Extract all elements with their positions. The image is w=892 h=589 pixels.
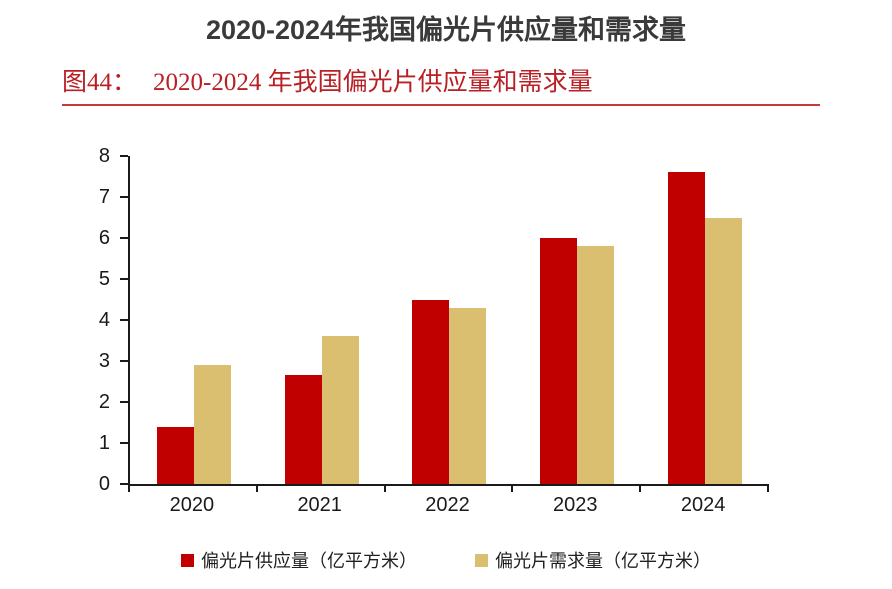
- figure-caption-label: 图44：: [62, 69, 138, 96]
- legend-swatch-supply: [181, 553, 194, 567]
- y-tick-mark-4: [120, 319, 128, 321]
- y-tick-mark-6: [120, 237, 128, 239]
- bar-supply-2024: [668, 172, 706, 484]
- bar-supply-2023: [540, 238, 578, 484]
- category-group-2023: [513, 156, 641, 484]
- x-axis-labels: 2020 2021 2022 2023 2024: [128, 494, 767, 517]
- y-tick-mark-2: [120, 401, 128, 403]
- bar-demand-2021: [321, 336, 359, 484]
- bar-demand-2022: [449, 307, 487, 484]
- y-tick-label-4: 4: [98, 309, 110, 331]
- legend-label-demand: 偏光片需求量（亿平方米）: [495, 551, 711, 571]
- y-tick-mark-3: [120, 360, 128, 362]
- x-tick-mark-5: [767, 486, 769, 492]
- bar-demand-2020: [193, 365, 231, 484]
- x-tick-mark-0: [128, 486, 130, 492]
- bar-supply-2020: [156, 426, 194, 484]
- y-tick-label-1: 1: [98, 432, 110, 454]
- x-axis-label-2020: 2020: [169, 494, 215, 516]
- chart-legend: 偏光片供应量（亿平方米） 偏光片需求量（亿平方米）: [0, 547, 892, 573]
- y-tick-mark-8: [120, 155, 128, 157]
- y-tick-label-3: 3: [98, 350, 110, 372]
- y-tick-mark-5: [120, 278, 128, 280]
- category-group-2020: [130, 156, 258, 484]
- y-tick-mark-1: [120, 442, 128, 444]
- category-group-2022: [386, 156, 514, 484]
- x-tick-mark-3: [511, 486, 514, 492]
- legend-item-supply: 偏光片供应量（亿平方米）: [181, 547, 417, 573]
- x-axis-label-2023: 2023: [553, 494, 598, 516]
- caption-divider: [62, 104, 820, 106]
- y-tick-label-2: 2: [98, 391, 110, 413]
- x-axis-label-2021: 2021: [297, 494, 342, 516]
- legend-swatch-demand: [475, 553, 488, 567]
- y-tick-label-5: 5: [98, 268, 110, 290]
- bar-supply-2022: [412, 299, 450, 484]
- y-tick-mark-0: [120, 483, 128, 485]
- y-tick-label-0: 0: [98, 473, 110, 495]
- bar-demand-2024: [705, 217, 743, 484]
- figure-caption-text: 2020-2024 年我国偏光片供应量和需求量: [153, 69, 593, 96]
- x-tick-mark-1: [255, 486, 258, 492]
- bar-demand-2023: [577, 246, 615, 484]
- legend-label-supply: 偏光片供应量（亿平方米）: [201, 551, 417, 571]
- y-tick-label-8: 8: [98, 145, 110, 167]
- plot-area: [128, 156, 769, 492]
- legend-item-demand: 偏光片需求量（亿平方米）: [475, 547, 711, 573]
- category-group-2024: [641, 156, 769, 484]
- y-tick-mark-7: [120, 196, 128, 198]
- category-group-2021: [258, 156, 386, 484]
- x-axis-label-2022: 2022: [425, 494, 470, 516]
- bar-supply-2021: [284, 375, 322, 484]
- x-tick-mark-2: [383, 486, 386, 492]
- page-title: 2020-2024年我国偏光片供应量和需求量: [205, 15, 687, 45]
- figure-caption: 图44： 2020-2024 年我国偏光片供应量和需求量: [62, 62, 593, 98]
- y-axis: 0 1 2 3 4 5 6 7 8: [0, 146, 128, 494]
- x-tick-mark-4: [639, 486, 642, 492]
- y-tick-label-6: 6: [98, 227, 110, 249]
- y-tick-label-7: 7: [98, 186, 110, 208]
- x-axis-label-2024: 2024: [680, 494, 726, 516]
